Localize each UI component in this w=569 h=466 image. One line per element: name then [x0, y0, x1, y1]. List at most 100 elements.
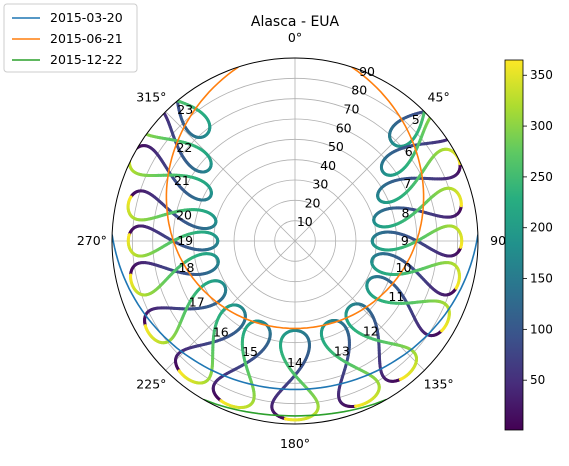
- analemma-segment: [170, 69, 175, 75]
- analemma-segment: [140, 130, 146, 135]
- hour-label: 16: [213, 325, 229, 340]
- hour-label: 23: [177, 102, 193, 117]
- analemma-segment: [426, 108, 433, 113]
- radial-tick-labels: 10 20 30 40 50 60 70 80 90: [297, 64, 375, 229]
- analemma-segment: [147, 63, 153, 68]
- theta-tick-label: 0°: [288, 30, 302, 45]
- analemma-segment: [435, 109, 440, 113]
- analemma-segment: [434, 107, 441, 111]
- r-tick-label: 70: [344, 102, 360, 117]
- day-line: [112, 234, 478, 391]
- analemma-segment: [446, 73, 452, 77]
- colorbar-tick-label: 150: [530, 272, 553, 286]
- theta-tick-label: 45°: [428, 89, 450, 104]
- analemma-segment: [142, 131, 147, 136]
- analemma-segment: [142, 69, 147, 74]
- hour-label: 10: [396, 260, 412, 275]
- analemma-segment: [423, 105, 427, 111]
- analemma-segment: [142, 84, 148, 90]
- analemma-segment: [443, 109, 449, 114]
- analemma-segment: [146, 64, 151, 69]
- chart-title: Alasca - EUA: [251, 14, 340, 30]
- analemma-segment: [446, 103, 452, 108]
- analemma-segment: [457, 81, 462, 87]
- analemma-segment: [138, 109, 143, 114]
- analemma-segment: [430, 78, 435, 83]
- hour-label: 12: [363, 323, 379, 338]
- analemma-segment: [168, 66, 173, 71]
- analemma-segment: [135, 124, 140, 130]
- analemma-segment: [143, 68, 148, 73]
- analemma-segment: [145, 65, 150, 70]
- hour-label: 6: [405, 144, 413, 159]
- analemma-segment: [431, 111, 436, 116]
- hour-label: 7: [403, 176, 411, 191]
- colorbar-tick-label: 200: [530, 221, 553, 235]
- analemma-segment: [165, 62, 170, 67]
- legend-label: 2015-03-20: [50, 10, 123, 25]
- day-path-lines: [112, 66, 478, 417]
- analemma-segment: [152, 61, 158, 65]
- hour-label: 15: [242, 344, 258, 359]
- analemma-segment: [169, 67, 174, 73]
- analemma-segment: [171, 97, 177, 102]
- analemma-segment: [136, 113, 141, 118]
- analemma-segment: [451, 114, 456, 120]
- legend: 2015-03-20 2015-06-21 2015-12-22: [3, 3, 138, 73]
- r-tick-label: 10: [297, 214, 313, 229]
- analemma-segment: [141, 107, 146, 112]
- analemma-segment: [140, 72, 145, 77]
- analemma-segment: [450, 113, 455, 118]
- colorbar-gradient: [504, 59, 524, 431]
- day-line: [203, 398, 387, 417]
- r-tick-label: 30: [312, 177, 328, 192]
- hour-label: 21: [174, 173, 190, 188]
- theta-tick-label: 225°: [136, 377, 166, 392]
- hour-label: 19: [177, 233, 193, 248]
- colorbar-tick-label: 100: [530, 322, 553, 336]
- analemma-segment: [430, 79, 434, 85]
- analemma-segment: [429, 113, 434, 119]
- analemma-segment: [157, 106, 162, 111]
- theta-tick-label: 135°: [424, 377, 454, 392]
- analemma-segment: [139, 108, 145, 113]
- analemma-segment: [455, 79, 460, 84]
- analemma-segment: [455, 99, 460, 104]
- analemma-segment: [136, 126, 141, 131]
- analemma-segment: [150, 61, 156, 66]
- analemma-segment: [459, 94, 464, 99]
- analemma-segment: [444, 104, 450, 109]
- analemma-segment: [429, 81, 434, 87]
- analemma-segment: [137, 112, 141, 117]
- analemma-segment: [458, 83, 463, 89]
- analemma-segment: [137, 127, 142, 132]
- analemma-segment: [437, 106, 443, 111]
- analemma-segment: [453, 132, 458, 137]
- hour-label: 20: [176, 207, 192, 222]
- analemma-segment: [452, 133, 457, 138]
- analemma-segment: [156, 105, 161, 110]
- analemma-segment: [163, 61, 168, 65]
- analemma-segment: [450, 102, 456, 107]
- analemma-segment: [168, 96, 175, 101]
- hour-label: 13: [334, 343, 350, 358]
- analemma-segment: [452, 101, 458, 106]
- analemma-segment: [424, 109, 430, 113]
- colorbar-tick-label: 350: [530, 68, 553, 82]
- analemma-segment: [142, 106, 147, 111]
- analemma-segment: [430, 112, 435, 117]
- hour-label: 8: [402, 205, 410, 220]
- analemma-segment: [171, 73, 176, 79]
- analemma-segment: [141, 82, 146, 87]
- grid-spoke: [165, 111, 296, 242]
- colorbar: 50 100 150 200 250 300 350: [504, 59, 553, 431]
- analemma-segment: [139, 129, 144, 134]
- theta-tick-label: 90: [490, 233, 506, 248]
- analemma-segment: [452, 116, 457, 121]
- analemma-segment: [155, 104, 160, 109]
- analemma-segment: [424, 99, 429, 106]
- r-tick-label: 80: [351, 83, 367, 98]
- analemma-segment: [451, 75, 456, 80]
- analemma-segment: [138, 128, 143, 133]
